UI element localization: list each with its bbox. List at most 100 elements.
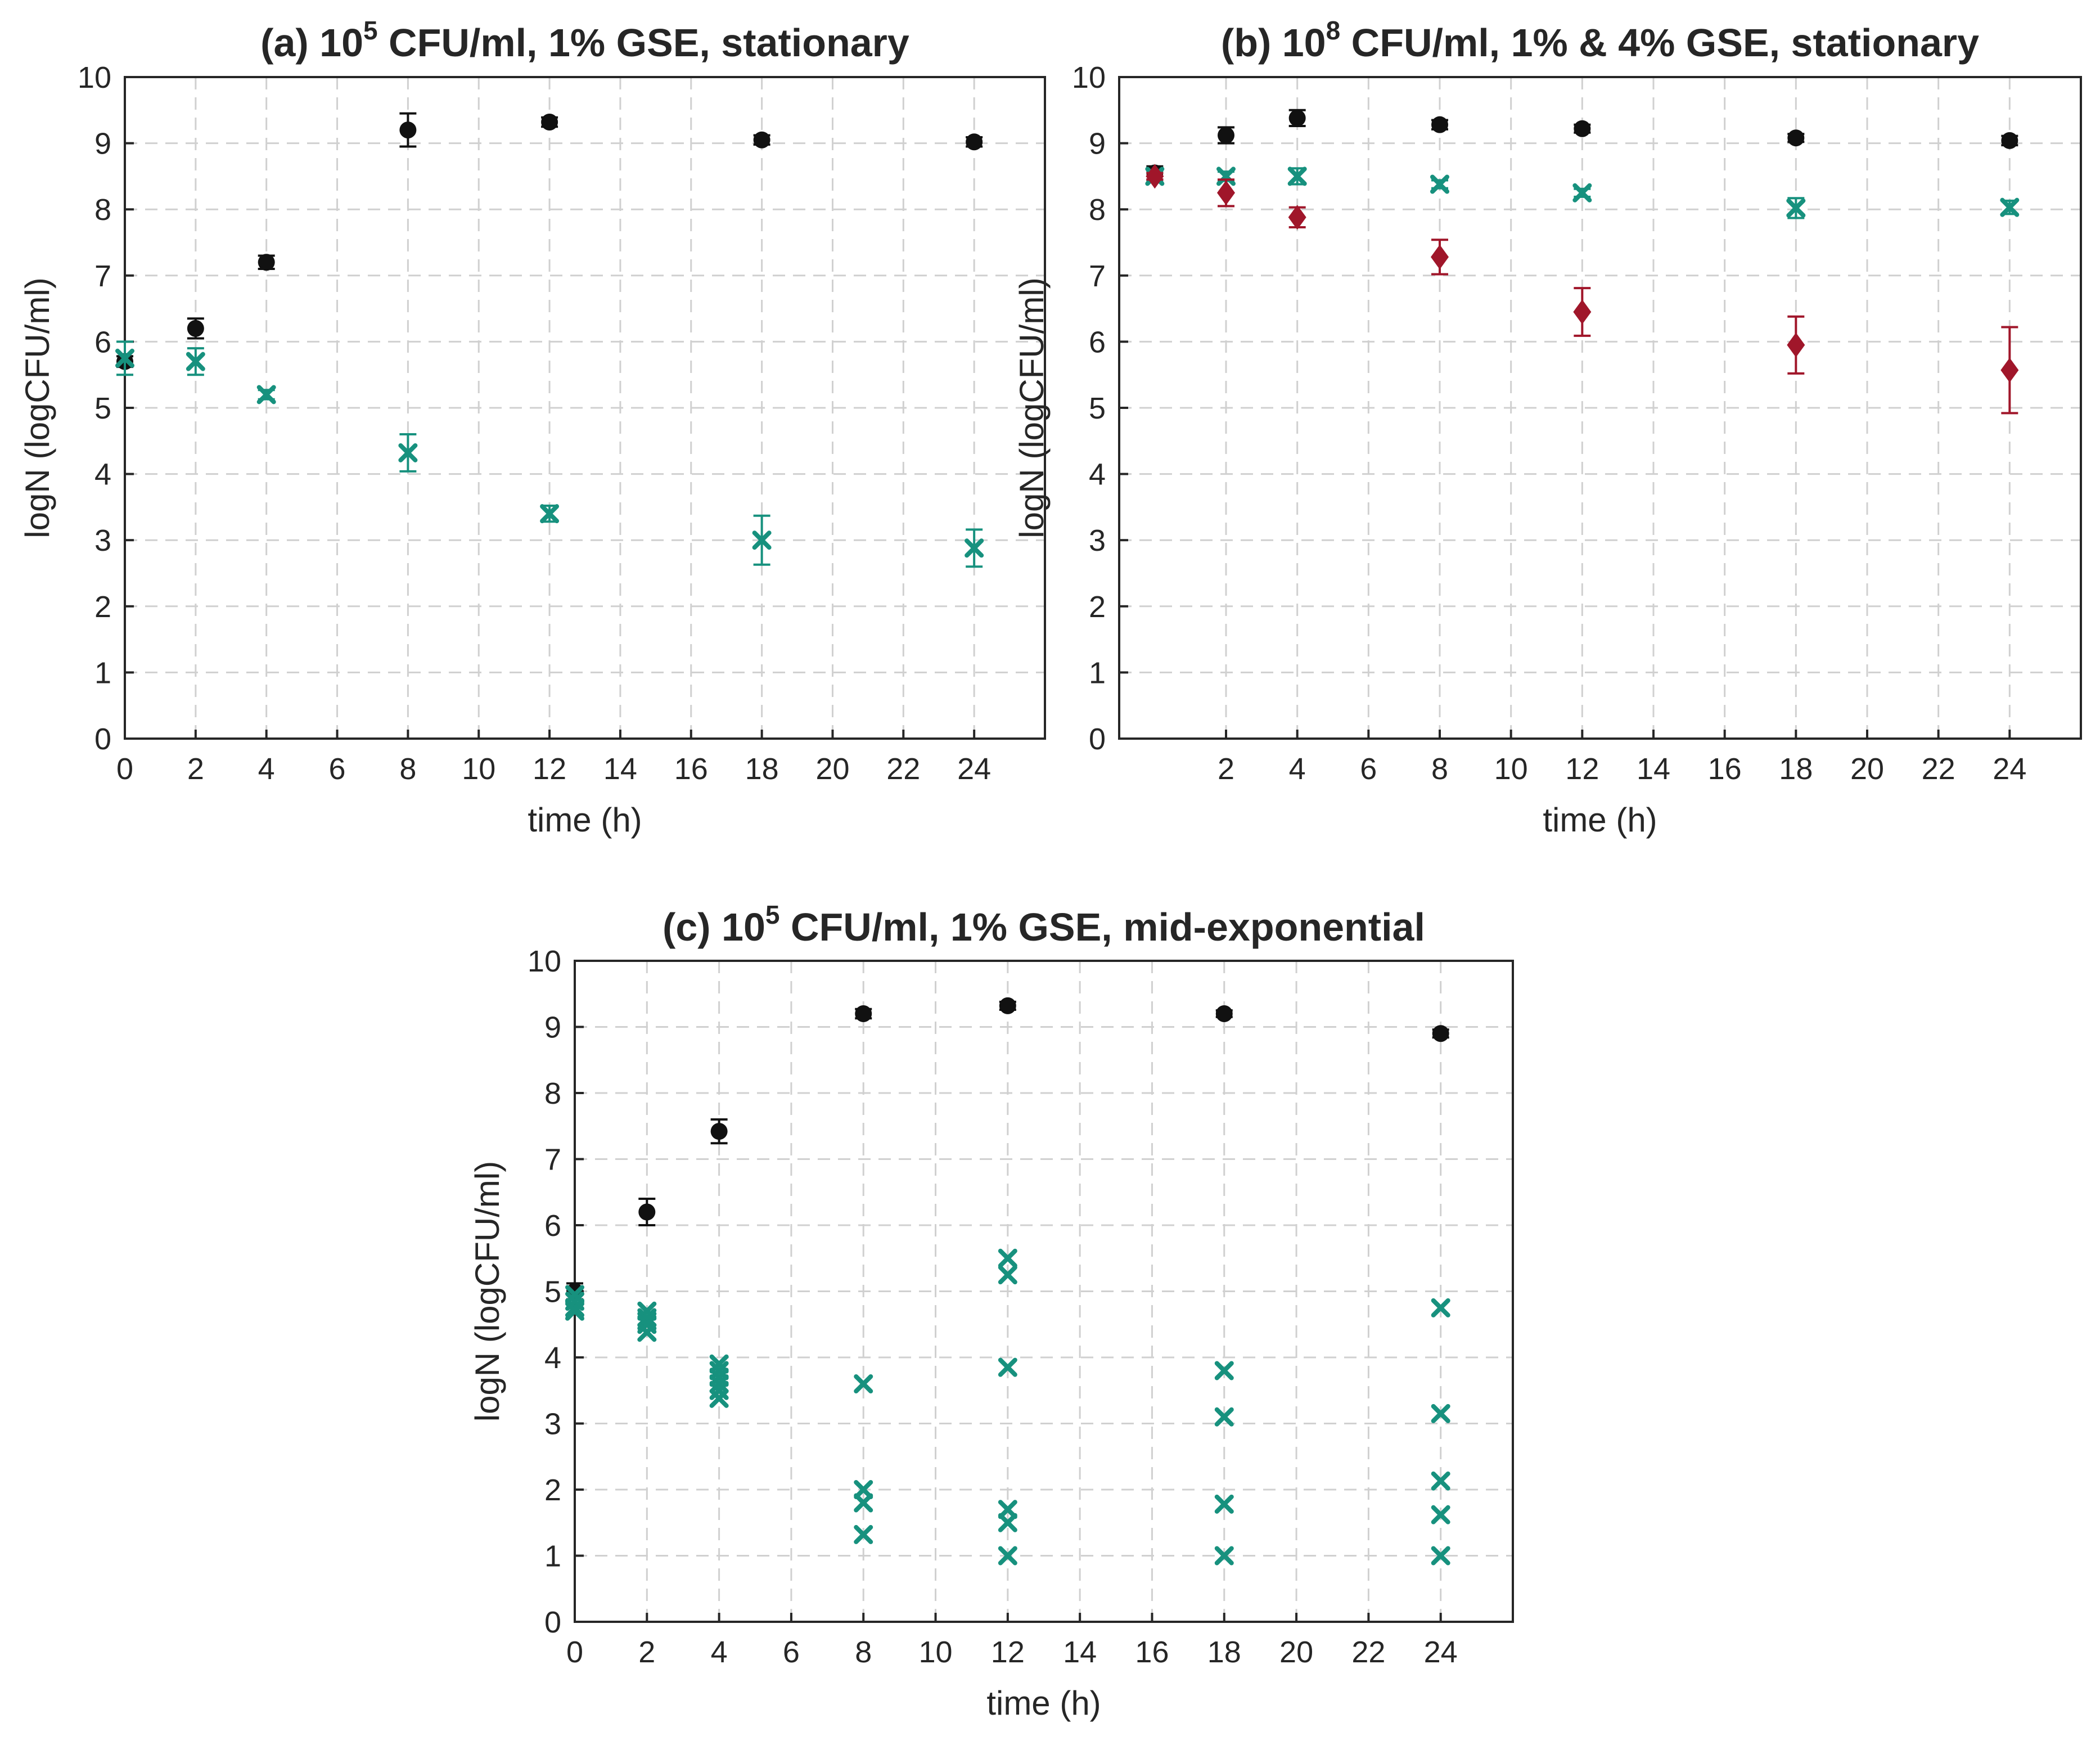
data-point-gse1 — [998, 1357, 1017, 1377]
y-tick-label: 10 — [1072, 61, 1106, 95]
data-point-control — [2001, 132, 2018, 149]
x-tick-label: 6 — [1360, 752, 1377, 786]
data-point-gse1 — [854, 1374, 873, 1393]
y-axis-label: logN (logCFU/ml) — [468, 1161, 506, 1422]
data-point-gse1 — [998, 1248, 1017, 1268]
data-point-gse1 — [1572, 183, 1592, 203]
data-point-control — [541, 113, 558, 131]
x-tick-label: 10 — [1494, 752, 1528, 786]
x-tick-label: 4 — [711, 1635, 728, 1669]
data-point-gse1 — [1431, 1505, 1450, 1524]
x-tick-label: 12 — [991, 1635, 1025, 1669]
x-axis-label: time (h) — [986, 1684, 1101, 1722]
data-point-gse1 — [1216, 167, 1236, 186]
data-point-control — [258, 254, 275, 271]
chart-title-superscript: 5 — [363, 16, 378, 45]
y-tick-label: 5 — [544, 1275, 561, 1309]
y-tick-label: 8 — [94, 193, 111, 227]
x-tick-label: 20 — [1279, 1635, 1313, 1669]
data-point-gse1 — [998, 1513, 1017, 1532]
y-tick-label: 5 — [1089, 392, 1106, 425]
data-point-gse1 — [752, 530, 772, 550]
chart-title-superscript: 8 — [1326, 16, 1341, 45]
data-point-gse1 — [1786, 198, 1806, 218]
y-tick-label: 7 — [544, 1143, 561, 1177]
data-point-gse1 — [256, 385, 276, 404]
y-tick-label: 7 — [1089, 259, 1106, 293]
x-tick-label: 14 — [1063, 1635, 1097, 1669]
x-tick-label: 18 — [1207, 1635, 1241, 1669]
data-point-control — [1288, 109, 1306, 127]
x-tick-label: 2 — [1218, 752, 1234, 786]
y-tick-label: 8 — [1089, 193, 1106, 227]
y-tick-label: 1 — [544, 1540, 561, 1573]
x-tick-label: 12 — [1565, 752, 1599, 786]
chart-title-suffix: CFU/ml, 1% & 4% GSE, stationary — [1340, 21, 1979, 65]
x-tick-label: 6 — [329, 752, 346, 786]
data-point-gse4 — [1573, 299, 1592, 325]
y-tick-label: 9 — [544, 1011, 561, 1045]
y-tick-label: 0 — [544, 1605, 561, 1639]
x-tick-label: 10 — [918, 1635, 952, 1669]
y-tick-label: 4 — [1089, 458, 1106, 492]
data-point-gse4 — [1431, 244, 1449, 269]
data-point-gse4 — [1787, 332, 1805, 358]
y-tick-label: 0 — [1089, 722, 1106, 756]
y-tick-label: 9 — [1089, 127, 1106, 161]
y-tick-label: 6 — [1089, 325, 1106, 359]
y-tick-label: 8 — [544, 1077, 561, 1110]
data-point-gse1 — [854, 1480, 873, 1499]
x-tick-label: 2 — [638, 1635, 655, 1669]
data-point-control — [1218, 127, 1234, 144]
y-tick-label: 3 — [1089, 524, 1106, 557]
data-point-gse1 — [540, 504, 560, 524]
plot-frame — [124, 76, 1046, 740]
data-point-control — [1215, 1005, 1233, 1022]
data-point-gse1 — [854, 1524, 873, 1544]
data-point-gse4 — [2000, 357, 2019, 383]
x-tick-label: 0 — [566, 1635, 583, 1669]
x-tick-label: 0 — [116, 752, 133, 786]
data-point-gse1 — [998, 1500, 1017, 1519]
data-point-gse1 — [1431, 1404, 1450, 1423]
x-tick-label: 22 — [1922, 752, 1955, 786]
chart-title-suffix: CFU/ml, 1% GSE, mid-exponential — [780, 905, 1425, 949]
data-point-control — [753, 131, 770, 149]
data-point-gse1 — [1214, 1546, 1234, 1566]
data-point-gse1 — [1430, 174, 1449, 194]
x-axis-label: time (h) — [528, 801, 642, 839]
data-point-gse1 — [398, 443, 418, 462]
y-tick-label: 2 — [544, 1473, 561, 1507]
chart-title-prefix: (c) 10 — [663, 905, 765, 949]
x-tick-label: 8 — [399, 752, 416, 786]
data-point-gse4 — [1288, 205, 1306, 230]
x-tick-label: 4 — [258, 752, 275, 786]
x-tick-label: 16 — [1708, 752, 1742, 786]
x-tick-label: 18 — [745, 752, 779, 786]
data-point-gse1 — [854, 1493, 873, 1513]
y-tick-label: 0 — [94, 722, 111, 756]
y-tick-label: 4 — [544, 1341, 561, 1375]
y-tick-label: 2 — [1089, 590, 1106, 624]
data-point-gse1 — [2000, 197, 2020, 217]
data-point-gse1 — [998, 1546, 1017, 1566]
data-point-control — [1432, 1025, 1449, 1042]
data-point-control — [855, 1005, 872, 1022]
data-point-gse1 — [1214, 1407, 1234, 1427]
chart-title-suffix: CFU/ml, 1% GSE, stationary — [378, 21, 909, 65]
y-tick-label: 5 — [94, 392, 111, 425]
x-tick-label: 24 — [1424, 1635, 1458, 1669]
y-tick-label: 10 — [528, 945, 561, 978]
data-point-gse1 — [709, 1388, 729, 1408]
x-tick-label: 8 — [855, 1635, 872, 1669]
chart-title-superscript: 5 — [765, 900, 780, 929]
x-axis-label: time (h) — [1543, 801, 1657, 839]
data-point-control — [1787, 129, 1805, 147]
data-point-gse1 — [1431, 1471, 1450, 1491]
y-tick-label: 1 — [94, 656, 111, 690]
y-tick-label: 10 — [78, 61, 111, 95]
x-tick-label: 20 — [1850, 752, 1884, 786]
x-tick-label: 16 — [1135, 1635, 1169, 1669]
